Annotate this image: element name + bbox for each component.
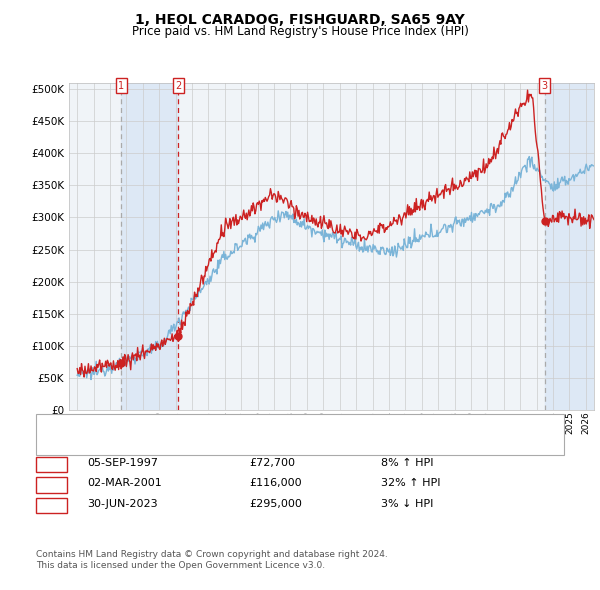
Text: 3: 3 [542,81,548,91]
Text: 1, HEOL CARADOG, FISHGUARD, SA65 9AY (detached house): 1, HEOL CARADOG, FISHGUARD, SA65 9AY (de… [86,421,403,431]
Text: 02-MAR-2001: 02-MAR-2001 [87,478,162,488]
Text: 2: 2 [48,478,55,488]
Text: 1, HEOL CARADOG, FISHGUARD, SA65 9AY: 1, HEOL CARADOG, FISHGUARD, SA65 9AY [135,13,465,27]
Bar [545,83,594,410]
Text: £295,000: £295,000 [249,499,302,509]
Text: 05-SEP-1997: 05-SEP-1997 [87,458,158,467]
Text: 1: 1 [48,458,55,467]
Text: Contains HM Land Registry data © Crown copyright and database right 2024.: Contains HM Land Registry data © Crown c… [36,550,388,559]
Text: 3% ↓ HPI: 3% ↓ HPI [381,499,433,509]
Text: 2: 2 [175,81,182,91]
Text: Price paid vs. HM Land Registry's House Price Index (HPI): Price paid vs. HM Land Registry's House … [131,25,469,38]
Bar [121,83,178,410]
Text: £72,700: £72,700 [249,458,295,467]
Text: 32% ↑ HPI: 32% ↑ HPI [381,478,440,488]
Text: HPI: Average price, detached house, Pembrokeshire: HPI: Average price, detached house, Pemb… [86,441,356,451]
Text: This data is licensed under the Open Government Licence v3.0.: This data is licensed under the Open Gov… [36,560,325,570]
Text: 8% ↑ HPI: 8% ↑ HPI [381,458,433,467]
Text: 3: 3 [48,499,55,509]
Text: £116,000: £116,000 [249,478,302,488]
Text: 30-JUN-2023: 30-JUN-2023 [87,499,158,509]
Text: 1: 1 [118,81,124,91]
